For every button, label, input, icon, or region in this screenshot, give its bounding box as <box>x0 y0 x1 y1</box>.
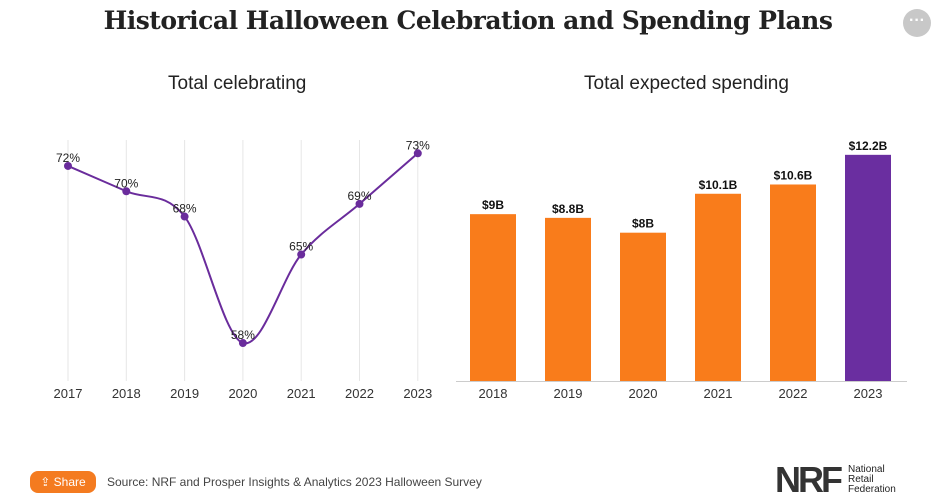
share-button[interactable]: ⇪ Share <box>30 471 96 493</box>
data-label: 68% <box>173 202 197 216</box>
ellipsis-icon: ··· <box>909 12 925 29</box>
data-label: 65% <box>289 240 313 254</box>
x-tick-label: 2018 <box>112 386 141 401</box>
data-point <box>413 149 422 158</box>
bar-value-label: $10.6B <box>774 168 813 182</box>
bar <box>620 232 666 381</box>
data-point <box>64 161 72 170</box>
bar-value-label: $12.2B <box>849 139 888 153</box>
logo-mark: NRF <box>775 459 843 500</box>
x-tick-label: 2019 <box>554 386 583 401</box>
bar-value-label: $8.8B <box>552 202 584 216</box>
bar <box>845 154 891 381</box>
data-point <box>297 250 306 259</box>
bar-value-label: $10.1B <box>699 178 738 192</box>
page-title: Historical Halloween Celebration and Spe… <box>103 6 833 35</box>
x-tick-label: 2020 <box>629 386 658 401</box>
data-label: 73% <box>406 138 430 152</box>
bar-chart-title: Total expected spending <box>584 73 789 94</box>
data-label: 58% <box>231 328 255 342</box>
data-label: 70% <box>114 176 138 190</box>
logo-line: National <box>848 464 885 475</box>
data-label: 72% <box>56 151 80 165</box>
x-tick-label: 2020 <box>228 386 257 401</box>
data-label: 69% <box>347 189 371 203</box>
x-tick-label: 2017 <box>54 386 83 401</box>
x-tick-label: 2022 <box>779 386 808 401</box>
data-point <box>238 339 247 348</box>
data-point <box>180 212 189 221</box>
bar <box>770 184 816 381</box>
x-tick-label: 2023 <box>854 386 883 401</box>
bar-value-label: $8B <box>632 217 654 231</box>
x-tick-label: 2021 <box>287 386 316 401</box>
source-note: Source: NRF and Prosper Insights & Analy… <box>107 475 482 489</box>
bar <box>470 214 516 381</box>
data-point <box>122 187 131 196</box>
nrf-logo: NRF National Retail Federation <box>775 459 896 500</box>
x-tick-label: 2021 <box>704 386 733 401</box>
x-tick-label: 2023 <box>403 386 432 401</box>
logo-line: Retail <box>848 474 874 485</box>
x-tick-label: 2018 <box>479 386 508 401</box>
share-icon: ⇪ <box>40 475 54 489</box>
line-chart-title: Total celebrating <box>168 73 307 94</box>
data-point <box>355 199 364 208</box>
x-tick-label: 2022 <box>345 386 374 401</box>
logo-line: Federation <box>848 484 896 495</box>
bar-value-label: $9B <box>482 198 504 212</box>
bar <box>545 217 591 381</box>
x-tick-label: 2019 <box>170 386 199 401</box>
bar <box>695 193 741 381</box>
more-options-button[interactable]: ··· <box>903 9 931 37</box>
share-label: Share <box>53 475 86 489</box>
